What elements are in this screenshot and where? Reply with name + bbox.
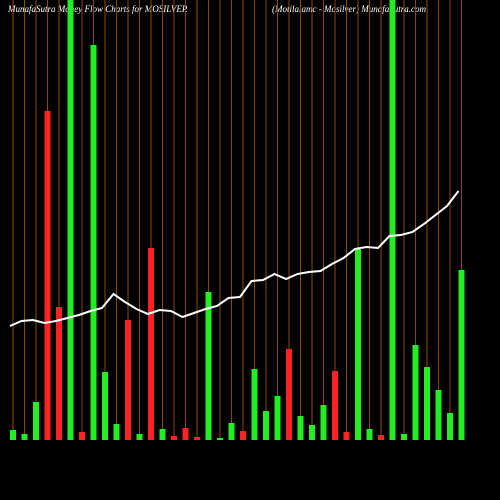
bar <box>389 0 396 440</box>
bar <box>424 367 430 440</box>
bar <box>286 349 292 440</box>
bar <box>182 428 189 440</box>
bar <box>102 372 108 440</box>
bar <box>44 111 51 440</box>
bar <box>458 270 465 440</box>
bar <box>343 432 350 440</box>
bar <box>217 438 223 440</box>
bar <box>320 405 327 440</box>
bar <box>159 429 166 440</box>
bar <box>228 423 235 440</box>
bar <box>240 431 246 440</box>
bar <box>21 434 28 440</box>
bar <box>90 45 97 440</box>
bar <box>309 425 315 440</box>
bar <box>412 345 419 440</box>
bar <box>274 396 281 440</box>
bar <box>125 320 131 440</box>
bar <box>136 434 143 440</box>
bar <box>113 424 120 440</box>
bar <box>435 390 442 440</box>
bar <box>355 249 361 440</box>
bar <box>332 371 338 440</box>
bar <box>171 436 177 440</box>
bar <box>401 434 407 440</box>
bar <box>10 430 16 440</box>
bar <box>378 435 384 440</box>
bar <box>447 413 453 440</box>
bar <box>148 248 154 440</box>
bar <box>194 437 200 440</box>
price-line <box>9 190 460 327</box>
bar <box>263 411 269 440</box>
bar <box>79 432 85 440</box>
bar <box>33 402 39 440</box>
bar <box>251 369 258 440</box>
bar <box>297 416 304 440</box>
chart-subtitle: (Motilalamc - Mosilver) MunafaSutra.com <box>272 4 426 14</box>
bar <box>56 307 62 440</box>
chart-title: MunafaSutra Money Flow Charts for MOSILV… <box>7 4 188 14</box>
bar <box>205 292 212 440</box>
bar <box>366 429 373 440</box>
bar <box>67 0 74 440</box>
